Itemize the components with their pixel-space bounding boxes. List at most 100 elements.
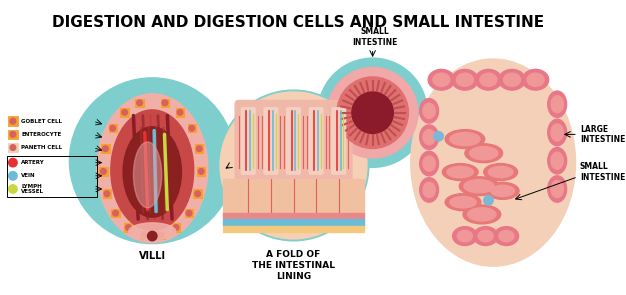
Circle shape — [189, 125, 195, 131]
Bar — [124, 223, 133, 232]
Bar — [195, 145, 203, 153]
Ellipse shape — [458, 230, 473, 242]
Bar — [101, 145, 110, 153]
FancyBboxPatch shape — [235, 101, 262, 181]
Circle shape — [173, 225, 179, 230]
Circle shape — [337, 77, 408, 148]
Ellipse shape — [445, 194, 481, 211]
Bar — [140, 231, 148, 239]
Ellipse shape — [450, 132, 480, 146]
Text: GOBLET CELL: GOBLET CELL — [21, 119, 63, 124]
Ellipse shape — [433, 73, 450, 86]
FancyBboxPatch shape — [331, 107, 346, 175]
Circle shape — [9, 172, 17, 180]
Ellipse shape — [459, 177, 499, 196]
Bar — [161, 99, 169, 107]
Circle shape — [101, 168, 106, 174]
Bar — [185, 209, 193, 217]
Bar — [223, 212, 364, 219]
Ellipse shape — [551, 124, 563, 141]
Ellipse shape — [411, 59, 575, 266]
Text: VEIN: VEIN — [21, 173, 36, 178]
Ellipse shape — [478, 230, 493, 242]
Circle shape — [158, 232, 163, 238]
Ellipse shape — [473, 227, 498, 245]
Text: SMALL
INTESTINE: SMALL INTESTINE — [580, 162, 625, 182]
Ellipse shape — [484, 163, 518, 181]
Bar — [120, 108, 129, 117]
Circle shape — [110, 125, 116, 131]
Circle shape — [434, 132, 443, 141]
Bar — [223, 219, 364, 226]
Ellipse shape — [494, 227, 518, 245]
Text: ENTEROCYTE: ENTEROCYTE — [21, 132, 61, 137]
Bar — [176, 108, 184, 117]
Ellipse shape — [480, 73, 497, 86]
Ellipse shape — [527, 73, 544, 86]
Bar — [188, 124, 196, 132]
Ellipse shape — [499, 69, 525, 90]
Ellipse shape — [548, 91, 567, 117]
Ellipse shape — [428, 69, 454, 90]
Ellipse shape — [450, 196, 476, 208]
Bar — [8, 156, 96, 196]
Circle shape — [104, 191, 110, 196]
Ellipse shape — [456, 73, 473, 86]
Ellipse shape — [445, 130, 485, 148]
Ellipse shape — [551, 152, 563, 169]
Ellipse shape — [548, 176, 567, 202]
Circle shape — [10, 145, 16, 150]
FancyBboxPatch shape — [309, 107, 324, 175]
Circle shape — [220, 92, 367, 239]
Circle shape — [352, 92, 393, 133]
Ellipse shape — [419, 151, 439, 176]
Ellipse shape — [551, 181, 563, 197]
Bar — [111, 209, 120, 217]
Circle shape — [177, 109, 183, 115]
FancyBboxPatch shape — [258, 101, 284, 181]
Bar — [8, 130, 18, 139]
Circle shape — [69, 78, 235, 244]
Ellipse shape — [503, 73, 520, 86]
Ellipse shape — [468, 208, 496, 221]
Text: LARGE
INTESTINE: LARGE INTESTINE — [580, 125, 625, 144]
Ellipse shape — [452, 69, 478, 90]
Text: A FOLD OF
THE INTESTINAL
LINING: A FOLD OF THE INTESTINAL LINING — [252, 250, 335, 281]
Ellipse shape — [465, 144, 503, 163]
Ellipse shape — [491, 185, 515, 196]
Circle shape — [103, 146, 108, 152]
Circle shape — [136, 100, 143, 106]
Circle shape — [122, 109, 128, 115]
Ellipse shape — [486, 182, 519, 199]
Ellipse shape — [475, 69, 501, 90]
Circle shape — [195, 191, 200, 196]
Ellipse shape — [522, 69, 549, 90]
Text: SMALL
INTESTINE: SMALL INTESTINE — [352, 27, 397, 47]
Ellipse shape — [470, 147, 498, 160]
Bar — [172, 223, 180, 232]
Ellipse shape — [423, 156, 435, 171]
Circle shape — [148, 231, 157, 241]
Text: DIGESTION AND DIGESTION CELLS AND SMALL INTESTINE: DIGESTION AND DIGESTION CELLS AND SMALL … — [52, 15, 544, 30]
Circle shape — [9, 158, 17, 167]
Ellipse shape — [423, 130, 435, 145]
Bar — [8, 117, 18, 126]
Circle shape — [318, 58, 427, 167]
Circle shape — [141, 232, 147, 238]
Text: LYMPH
VESSEL: LYMPH VESSEL — [21, 184, 44, 194]
Ellipse shape — [423, 103, 435, 118]
Circle shape — [162, 100, 168, 106]
Text: ARTERY: ARTERY — [21, 160, 45, 165]
FancyBboxPatch shape — [303, 101, 329, 181]
FancyBboxPatch shape — [264, 107, 279, 175]
Circle shape — [10, 132, 16, 137]
Circle shape — [198, 168, 204, 174]
Ellipse shape — [447, 166, 473, 178]
Ellipse shape — [419, 178, 439, 202]
Ellipse shape — [96, 94, 208, 243]
Circle shape — [327, 68, 418, 158]
Circle shape — [484, 196, 493, 205]
Ellipse shape — [419, 99, 439, 123]
Ellipse shape — [548, 148, 567, 174]
Ellipse shape — [464, 180, 494, 193]
